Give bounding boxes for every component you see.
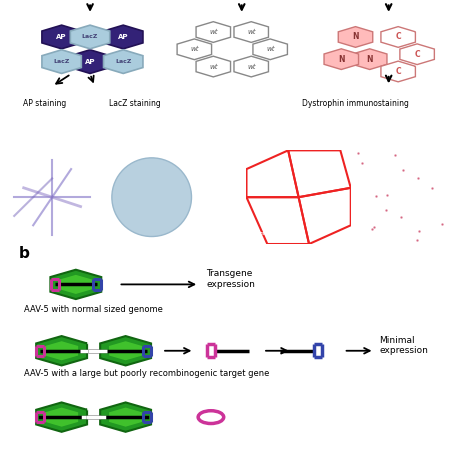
Text: AP: AP bbox=[85, 59, 95, 64]
Text: wt: wt bbox=[209, 29, 218, 35]
Text: AAV-5 with normal sized genome: AAV-5 with normal sized genome bbox=[24, 305, 163, 314]
Text: wt: wt bbox=[247, 29, 255, 35]
Polygon shape bbox=[45, 408, 78, 427]
Polygon shape bbox=[42, 50, 82, 73]
Text: AP: AP bbox=[118, 34, 128, 40]
Text: C: C bbox=[395, 33, 401, 41]
Polygon shape bbox=[177, 39, 211, 60]
Text: AP staining: AP staining bbox=[23, 99, 67, 108]
Polygon shape bbox=[196, 22, 230, 42]
Text: LacZ: LacZ bbox=[115, 59, 131, 64]
Polygon shape bbox=[253, 39, 287, 60]
Polygon shape bbox=[400, 44, 434, 64]
Text: N: N bbox=[338, 55, 345, 64]
Text: LacZ: LacZ bbox=[82, 35, 98, 39]
Polygon shape bbox=[70, 50, 110, 73]
Text: LacZ: LacZ bbox=[54, 59, 70, 64]
Text: C: C bbox=[414, 50, 420, 59]
Polygon shape bbox=[381, 27, 415, 47]
Text: N: N bbox=[366, 55, 373, 64]
Text: wt: wt bbox=[266, 46, 274, 52]
Text: C: C bbox=[395, 67, 401, 76]
Polygon shape bbox=[103, 50, 143, 73]
Polygon shape bbox=[100, 336, 151, 365]
Text: wt: wt bbox=[247, 64, 255, 70]
Polygon shape bbox=[109, 408, 142, 427]
Text: wt: wt bbox=[190, 46, 199, 52]
Polygon shape bbox=[234, 22, 268, 42]
Polygon shape bbox=[50, 270, 101, 299]
Text: N: N bbox=[352, 33, 359, 41]
Text: AAV-5 with a large but poorly recombinogenic target gene: AAV-5 with a large but poorly recombinog… bbox=[24, 369, 269, 378]
Polygon shape bbox=[338, 27, 373, 47]
Text: LacZ staining: LacZ staining bbox=[109, 99, 161, 108]
Polygon shape bbox=[381, 61, 415, 82]
Polygon shape bbox=[36, 402, 87, 432]
Polygon shape bbox=[45, 341, 78, 360]
Polygon shape bbox=[109, 341, 142, 360]
Polygon shape bbox=[36, 336, 87, 365]
Text: Dystrophin immunostaining: Dystrophin immunostaining bbox=[302, 99, 409, 108]
Text: AP: AP bbox=[56, 34, 67, 40]
Polygon shape bbox=[196, 56, 230, 77]
Polygon shape bbox=[70, 25, 110, 49]
Polygon shape bbox=[103, 25, 143, 49]
Polygon shape bbox=[59, 275, 92, 294]
Text: Transgene
expression: Transgene expression bbox=[206, 270, 255, 289]
Text: Minimal
expression: Minimal expression bbox=[379, 336, 428, 355]
Text: b: b bbox=[19, 246, 30, 262]
Polygon shape bbox=[353, 49, 387, 70]
Polygon shape bbox=[100, 402, 151, 432]
Text: wt: wt bbox=[209, 64, 218, 70]
Polygon shape bbox=[234, 56, 268, 77]
Polygon shape bbox=[324, 49, 358, 70]
Polygon shape bbox=[42, 25, 82, 49]
